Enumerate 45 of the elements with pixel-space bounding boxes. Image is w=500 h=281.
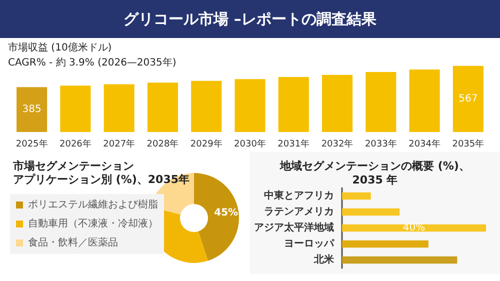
bar: [342, 224, 486, 232]
bar: [147, 82, 178, 132]
x-tick-label: 2026年: [60, 138, 92, 150]
legend-label: 食品・飲料／医薬品: [28, 236, 118, 248]
x-tick-label: 2034年: [408, 138, 440, 150]
chart-title: 市場セグメンテーション: [12, 160, 134, 172]
bar: [342, 256, 458, 264]
bar: [60, 86, 91, 132]
text: 市場収益 (10億米ドル): [8, 42, 112, 54]
y-tick-label: ヨーロッパ: [284, 238, 335, 250]
annotation: CAGR% - 約 3.9% (2026—2035年): [8, 56, 176, 68]
bar: [104, 84, 134, 132]
chart-title: 地域セグメンテーションの概要 (%)、2035 年: [279, 160, 470, 186]
legend-label: ポリエステル繊維および樹脂: [28, 198, 158, 210]
bar: [452, 66, 484, 132]
data-label: 567: [458, 93, 478, 104]
x-tick-label: 2030年: [234, 138, 266, 150]
x-tick-label: 2029年: [190, 138, 222, 150]
data-label: 45%: [214, 207, 238, 218]
bar: [16, 87, 48, 132]
bar: [234, 79, 266, 132]
bar: [342, 192, 371, 200]
bar: [366, 72, 396, 132]
bar: [342, 240, 428, 248]
bar: [191, 80, 222, 132]
data-label: 40%: [402, 222, 426, 234]
x-tick-label: 2031年: [278, 138, 310, 150]
y-tick-label: 北米: [313, 254, 335, 266]
bar: [278, 77, 309, 132]
chart-subtitle: アプリケーション別 (%)、2035年: [13, 173, 190, 186]
legend-label: 自動車用（不凍液・冷却液）: [28, 218, 158, 230]
y-tick-label: 中東とアフリカ: [264, 190, 334, 202]
bar: [322, 74, 353, 132]
x-tick-label: 2025年: [16, 138, 48, 150]
data-label: 385: [22, 104, 42, 116]
y-tick-label: ラテンアメリカ: [264, 206, 334, 218]
bar: [342, 208, 400, 216]
x-tick-label: 2027年: [103, 138, 136, 150]
chart-title: グリコール市場 –レポートの調査結果: [0, 0, 500, 38]
y-tick-label: アジア太平洋地域: [254, 222, 334, 234]
bar: [409, 69, 440, 132]
x-tick-label: 2028年: [146, 138, 179, 150]
x-tick-label: 2032年: [321, 138, 354, 150]
x-tick-label: 2033年: [364, 138, 397, 150]
x-tick-label: 2035年: [452, 138, 484, 150]
